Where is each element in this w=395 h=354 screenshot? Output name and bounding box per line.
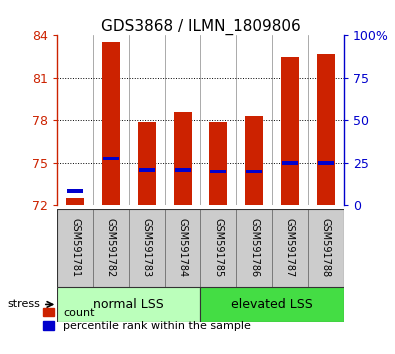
Bar	[175, 168, 191, 172]
Bar	[129, 209, 165, 287]
Bar	[245, 116, 263, 205]
Bar	[201, 287, 344, 322]
Bar	[102, 42, 120, 205]
Text: elevated LSS: elevated LSS	[231, 298, 313, 311]
Bar	[139, 168, 155, 172]
Bar	[210, 170, 226, 173]
Text: GSM591784: GSM591784	[178, 218, 188, 278]
Bar	[246, 170, 262, 173]
Bar	[57, 287, 201, 322]
Text: GSM591785: GSM591785	[213, 218, 223, 278]
Text: GSM591786: GSM591786	[249, 218, 259, 278]
Text: GSM591783: GSM591783	[142, 218, 152, 278]
Text: GSM591787: GSM591787	[285, 218, 295, 278]
Text: GSM591788: GSM591788	[321, 218, 331, 278]
Text: GSM591781: GSM591781	[70, 218, 80, 278]
Bar	[201, 209, 236, 287]
Bar	[209, 122, 227, 205]
Bar	[281, 57, 299, 205]
Bar	[318, 161, 334, 165]
Bar	[57, 209, 93, 287]
Bar	[174, 112, 192, 205]
Bar	[308, 209, 344, 287]
Bar	[67, 189, 83, 193]
Bar	[236, 209, 272, 287]
Text: GSM591782: GSM591782	[106, 218, 116, 278]
Bar	[103, 157, 119, 160]
Bar	[165, 209, 201, 287]
Legend: count, percentile rank within the sample: count, percentile rank within the sample	[43, 308, 251, 331]
Bar	[282, 161, 298, 165]
Text: stress: stress	[8, 299, 41, 309]
Bar	[66, 198, 84, 205]
Text: normal LSS: normal LSS	[94, 298, 164, 311]
Bar	[138, 122, 156, 205]
Bar	[272, 209, 308, 287]
Title: GDS3868 / ILMN_1809806: GDS3868 / ILMN_1809806	[101, 19, 300, 35]
Bar	[317, 54, 335, 205]
Bar	[93, 209, 129, 287]
